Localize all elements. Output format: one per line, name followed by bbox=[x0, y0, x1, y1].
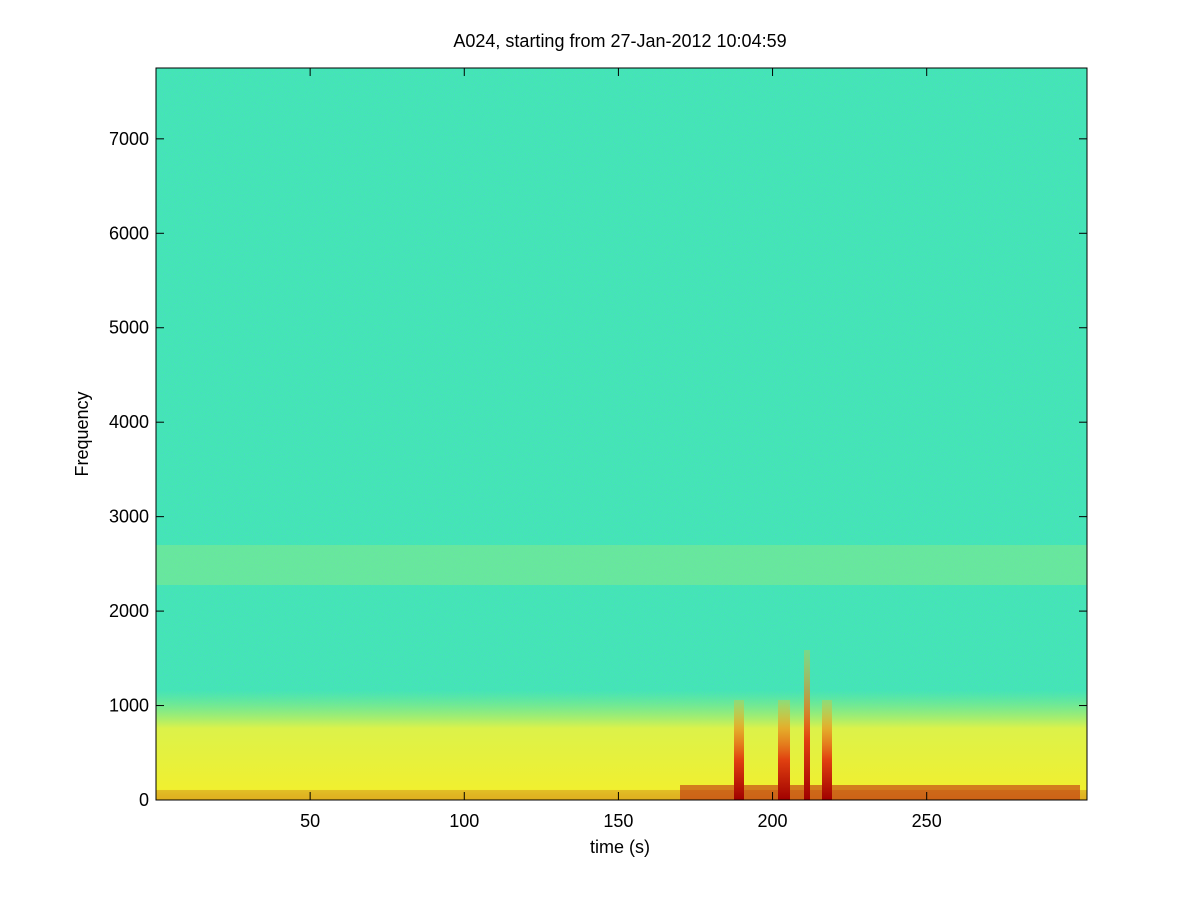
y-tick-label: 5000 bbox=[109, 318, 149, 338]
axes-box bbox=[155, 67, 1088, 801]
x-tick-label: 100 bbox=[449, 811, 479, 831]
y-tick-label: 2000 bbox=[109, 601, 149, 621]
x-tick-label: 200 bbox=[758, 811, 788, 831]
y-tick-label: 3000 bbox=[109, 507, 149, 527]
y-tick-label: 0 bbox=[139, 790, 149, 810]
x-tick-label: 50 bbox=[300, 811, 320, 831]
y-tick-label: 1000 bbox=[109, 696, 149, 716]
x-axis-label: time (s) bbox=[590, 837, 650, 857]
x-tick-label: 250 bbox=[912, 811, 942, 831]
spectrogram-image bbox=[156, 68, 1087, 800]
y-tick-label: 4000 bbox=[109, 412, 149, 432]
x-tick-label: 150 bbox=[603, 811, 633, 831]
y-tick-label: 7000 bbox=[109, 129, 149, 149]
y-tick-label: 6000 bbox=[109, 223, 149, 243]
y-axis-label: Frequency bbox=[72, 391, 92, 476]
chart-title: A024, starting from 27-Jan-2012 10:04:59 bbox=[453, 31, 786, 51]
